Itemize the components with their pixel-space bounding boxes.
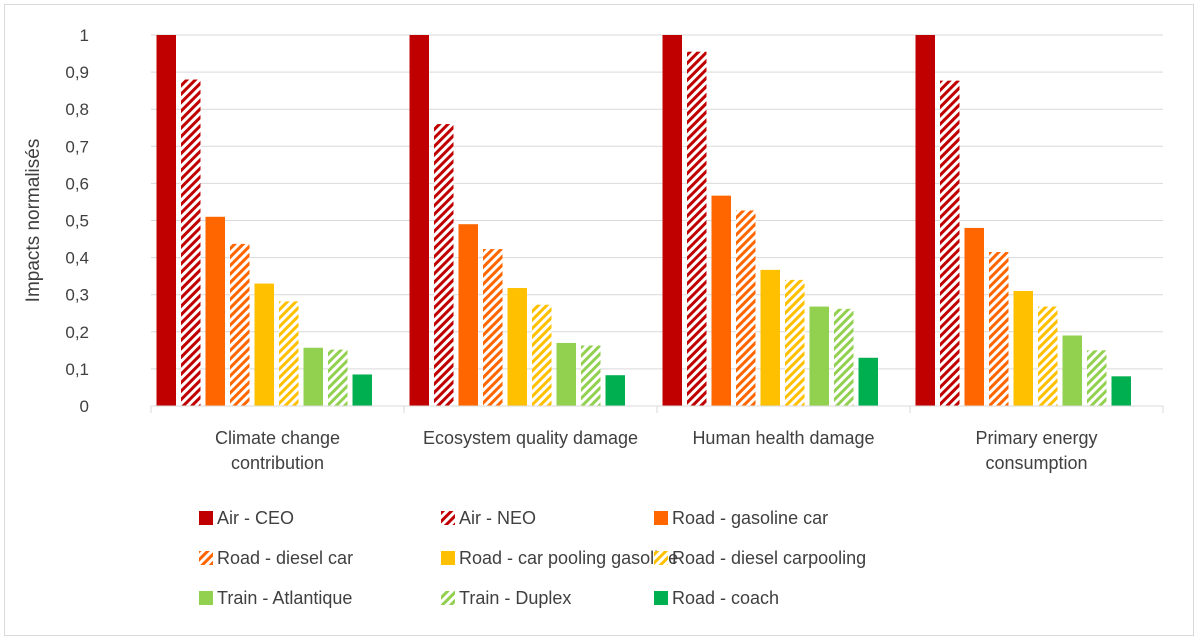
legend-swatch xyxy=(199,591,213,605)
y-tick-label: 0,4 xyxy=(65,249,89,268)
y-tick-label: 1 xyxy=(80,26,89,45)
legend-item: Road - car pooling gasoline xyxy=(441,548,678,568)
bar xyxy=(858,357,878,406)
bar xyxy=(605,375,625,406)
bar xyxy=(507,288,527,406)
bar xyxy=(434,124,454,406)
legend-label: Road - gasoline car xyxy=(672,508,828,528)
bar-chart: 0 0,1 0,2 0,3 0,4 0,5 0,6 0,7 0,8 0,9 1 Impacts no… xyxy=(23,26,1164,608)
bar xyxy=(760,269,780,406)
bar xyxy=(230,243,250,406)
y-axis-title: Impacts normalisés xyxy=(23,139,44,303)
bar xyxy=(809,306,829,406)
category-labels: Climate change contribution Ecosystem qual… xyxy=(150,406,1164,473)
gridlines xyxy=(151,34,1163,370)
category-label: Climate change contribution xyxy=(215,428,340,473)
legend-swatch xyxy=(441,591,455,605)
legend-item: Air - CEO xyxy=(199,508,294,528)
bar xyxy=(303,347,323,406)
legend-swatch xyxy=(441,511,455,525)
legend-label: Air - NEO xyxy=(459,508,536,528)
bar xyxy=(662,35,682,406)
y-tick-label: 0,3 xyxy=(65,286,89,305)
legend-item: Road - diesel car xyxy=(199,548,353,568)
legend-swatch xyxy=(199,551,213,565)
legend-label: Road - diesel car xyxy=(217,548,353,568)
bar xyxy=(181,79,201,407)
category-label: Primary energy consumption xyxy=(975,428,1097,473)
legend-item: Road - gasoline car xyxy=(654,508,828,528)
bar xyxy=(1013,290,1033,406)
bar xyxy=(352,374,372,406)
legend-swatch xyxy=(654,591,668,605)
bar xyxy=(556,342,576,406)
bar xyxy=(1111,376,1131,406)
category-label: Human health damage xyxy=(692,428,874,448)
y-tick-label: 0,1 xyxy=(65,360,89,379)
legend: Air - CEO Air - NEO Road - gasoline car Roa… xyxy=(199,508,866,608)
bar xyxy=(156,35,176,406)
chart-frame: 0 0,1 0,2 0,3 0,4 0,5 0,6 0,7 0,8 0,9 1 Impacts no… xyxy=(4,4,1194,636)
legend-swatch xyxy=(441,551,455,565)
bar xyxy=(989,252,1009,406)
bar xyxy=(1062,335,1082,406)
bar xyxy=(1087,350,1107,406)
legend-swatch xyxy=(654,511,668,525)
legend-item: Air - NEO xyxy=(441,508,536,528)
bar xyxy=(483,249,503,406)
y-tick-label: 0 xyxy=(80,397,89,416)
bar xyxy=(736,210,756,406)
bar xyxy=(581,345,601,406)
y-tick-label: 0,5 xyxy=(65,212,89,231)
legend-swatch xyxy=(199,511,213,525)
category-label: Ecosystem quality damage xyxy=(423,428,638,448)
bar xyxy=(785,279,805,406)
bar xyxy=(964,227,984,406)
bar xyxy=(711,195,731,406)
legend-item: Train - Duplex xyxy=(441,588,571,608)
legend-label: Road - car pooling gasoline xyxy=(459,548,678,568)
legend-item: Train - Atlantique xyxy=(199,588,352,608)
y-tick-label: 0,6 xyxy=(65,174,89,193)
bar xyxy=(458,224,478,406)
bar xyxy=(532,304,552,406)
bar xyxy=(834,308,854,406)
bar xyxy=(1038,306,1058,406)
y-tick-label: 0,7 xyxy=(65,137,89,156)
legend-label: Train - Atlantique xyxy=(217,588,352,608)
legend-label: Road - coach xyxy=(672,588,779,608)
bar xyxy=(409,35,429,406)
y-axis-ticks: 0 0,1 0,2 0,3 0,4 0,5 0,6 0,7 0,8 0,9 1 xyxy=(65,26,89,416)
bar xyxy=(940,80,960,407)
bar xyxy=(279,301,299,406)
legend-swatch xyxy=(654,551,668,565)
bars xyxy=(156,35,1131,407)
legend-item: Road - diesel carpooling xyxy=(654,548,866,568)
bar xyxy=(687,51,707,406)
legend-label: Air - CEO xyxy=(217,508,294,528)
bar xyxy=(915,35,935,406)
bar xyxy=(254,283,274,406)
legend-item: Road - coach xyxy=(654,588,779,608)
legend-label: Train - Duplex xyxy=(459,588,571,608)
y-tick-label: 0,2 xyxy=(65,323,89,342)
bar xyxy=(328,349,348,406)
bar xyxy=(205,216,225,406)
y-tick-label: 0,8 xyxy=(65,100,89,119)
legend-label: Road - diesel carpooling xyxy=(672,548,866,568)
y-tick-label: 0,9 xyxy=(65,63,89,82)
